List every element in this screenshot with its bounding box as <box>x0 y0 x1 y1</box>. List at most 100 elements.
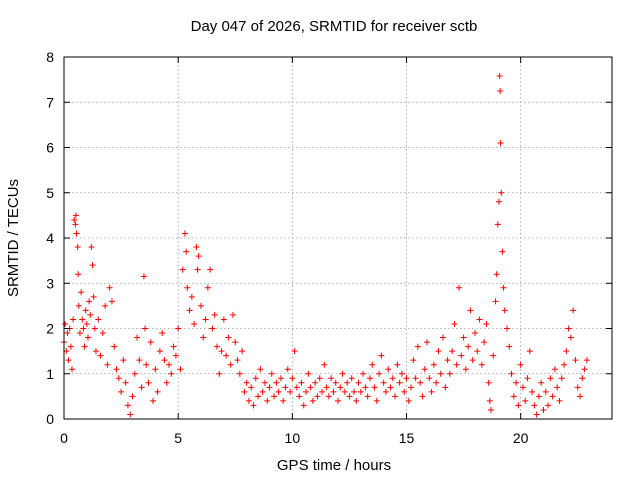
data-point <box>424 339 431 346</box>
data-point <box>561 361 568 368</box>
data-point <box>385 366 392 373</box>
data-point <box>140 273 147 280</box>
data-point <box>75 302 82 309</box>
data-point <box>319 388 326 395</box>
data-point <box>282 384 289 391</box>
data-point <box>430 361 437 368</box>
data-point <box>131 370 138 377</box>
data-point <box>129 393 136 400</box>
data-point <box>213 343 220 350</box>
x-axis: 0 5 10 15 20 <box>60 57 529 446</box>
data-point <box>127 411 134 418</box>
data-point <box>188 293 195 300</box>
data-point <box>152 366 159 373</box>
data-point <box>195 253 202 260</box>
data-point <box>478 361 485 368</box>
data-point <box>357 388 364 395</box>
data-point <box>408 384 415 391</box>
y-tick-label: 5 <box>46 185 54 201</box>
data-point <box>355 379 362 386</box>
y-tick-label: 8 <box>46 49 54 65</box>
data-point <box>89 262 96 269</box>
data-point <box>462 366 469 373</box>
data-point <box>184 284 191 291</box>
data-point <box>487 406 494 413</box>
data-point <box>337 384 344 391</box>
data-point <box>451 320 458 327</box>
data-point <box>522 397 529 404</box>
data-point <box>108 298 115 305</box>
data-point <box>496 73 503 80</box>
data-point <box>198 302 204 309</box>
data-point <box>497 87 504 94</box>
data-point <box>417 379 424 386</box>
data-point <box>194 266 201 273</box>
data-point <box>104 361 111 368</box>
data-point <box>296 393 303 400</box>
x-tick-label: 0 <box>60 430 68 446</box>
data-point <box>287 388 294 395</box>
data-point <box>513 379 520 386</box>
data-point <box>175 325 182 332</box>
data-point <box>74 244 81 251</box>
data-point <box>460 334 467 341</box>
data-point <box>307 384 314 391</box>
data-point <box>503 325 510 332</box>
data-point <box>64 330 71 337</box>
data-point <box>154 388 161 395</box>
data-point <box>364 393 371 400</box>
data-point <box>271 393 278 400</box>
data-point <box>398 370 405 377</box>
data-point <box>449 348 456 355</box>
data-point <box>547 375 554 382</box>
data-point <box>124 402 131 409</box>
y-tick-label: 7 <box>46 94 54 110</box>
data-point <box>72 221 79 228</box>
data-point <box>500 284 507 291</box>
data-point <box>277 375 284 382</box>
data-point <box>567 334 574 341</box>
data-point <box>72 212 79 219</box>
data-point <box>261 379 268 386</box>
data-point <box>67 343 74 350</box>
data-point <box>202 316 209 323</box>
data-point <box>102 302 109 309</box>
data-point <box>344 379 351 386</box>
data-point <box>122 379 129 386</box>
data-point <box>570 307 577 314</box>
data-point <box>378 352 385 359</box>
data-point <box>542 388 549 395</box>
data-point <box>118 388 125 395</box>
data-point <box>170 343 177 350</box>
data-point <box>159 330 166 337</box>
data-point <box>486 397 493 404</box>
data-point <box>485 379 492 386</box>
data-point <box>472 330 478 337</box>
data-point <box>476 316 483 323</box>
data-point <box>82 307 89 314</box>
data-point <box>492 298 499 305</box>
data-point <box>309 397 316 404</box>
data-point <box>183 248 190 255</box>
data-point <box>273 379 280 386</box>
data-point <box>78 289 85 296</box>
data-point <box>556 397 563 404</box>
data-point <box>161 357 168 364</box>
data-point <box>414 343 421 350</box>
data-point <box>526 348 533 355</box>
data-point <box>268 370 275 377</box>
data-point <box>410 357 417 364</box>
data-point <box>583 357 590 364</box>
data-point <box>332 379 339 386</box>
data-point <box>341 388 348 395</box>
data-point <box>284 366 291 373</box>
data-point <box>458 352 465 359</box>
data-point <box>440 334 447 341</box>
data-point <box>396 379 403 386</box>
data-point <box>323 384 330 391</box>
data-point <box>218 348 225 355</box>
data-point <box>538 379 545 386</box>
data-point <box>241 388 248 395</box>
data-point <box>216 370 223 377</box>
data-point <box>70 316 77 323</box>
